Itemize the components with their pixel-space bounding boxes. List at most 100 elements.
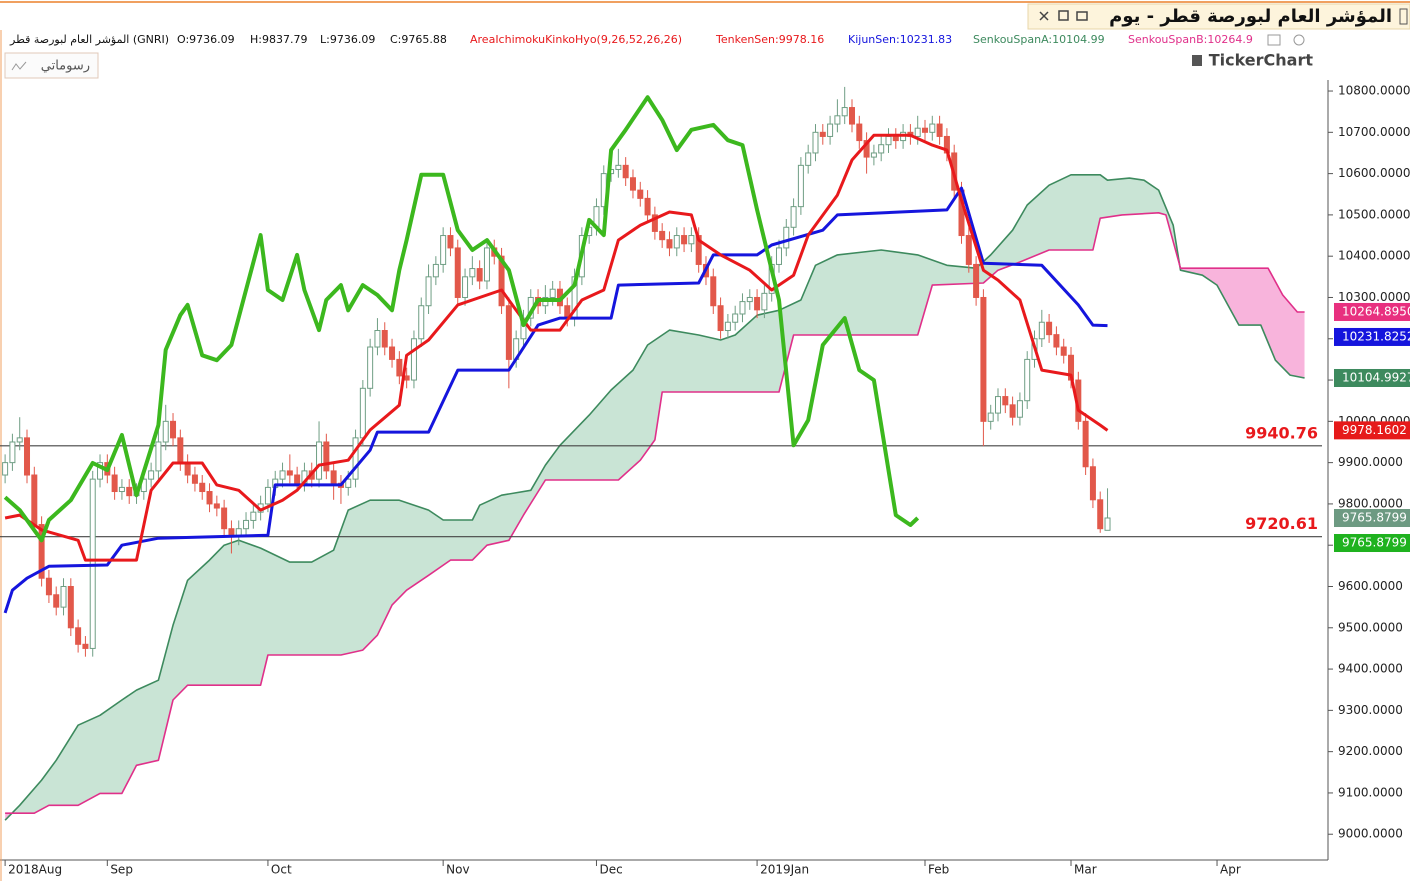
candle-body <box>870 152 877 158</box>
drawings-button[interactable] <box>4 52 99 79</box>
y-tick-label: 10300.0000 <box>1338 290 1410 304</box>
candle-body <box>797 164 804 208</box>
window-controls[interactable] <box>1039 10 1088 21</box>
candle-body <box>1104 517 1111 531</box>
candle-body <box>199 482 206 493</box>
candle-body <box>783 226 790 249</box>
candle-body <box>469 268 476 278</box>
candle-body <box>965 235 972 265</box>
candle-body <box>60 585 67 608</box>
candle-body <box>805 152 812 166</box>
candle-body <box>279 470 286 480</box>
candle-body <box>367 346 374 389</box>
candle-body <box>118 486 125 493</box>
candle-body <box>775 247 782 265</box>
candle-body <box>243 519 250 530</box>
candle-body <box>673 235 680 249</box>
panel-icon[interactable] <box>1267 34 1281 46</box>
x-tick-label: Oct <box>271 863 292 877</box>
candle-body <box>381 330 388 348</box>
candle-body <box>812 131 819 154</box>
candle-body <box>97 462 104 480</box>
restore-button[interactable] <box>1058 10 1069 21</box>
x-tick-label: Mar <box>1074 863 1097 877</box>
candle-body <box>1089 466 1096 501</box>
candle-body <box>9 441 16 464</box>
y-tick-label: 10600.0000 <box>1338 166 1410 180</box>
candle-body <box>396 358 403 377</box>
candle-body <box>359 387 366 439</box>
candle-body <box>483 247 490 282</box>
x-tick-label: Apr <box>1220 863 1241 877</box>
indicator-name: AreaIchimokuKinkoHyo(9,26,52,26,26) <box>470 33 682 46</box>
candle-body <box>1046 321 1053 336</box>
candle-body <box>374 330 381 348</box>
candle-body <box>892 135 899 142</box>
y-tick-label: 9400.0000 <box>1338 662 1403 676</box>
price-tag <box>1334 534 1410 553</box>
candle-body <box>45 577 52 596</box>
candle-body <box>1002 396 1009 406</box>
legend-entry: TenkenSen:9978.16 <box>715 33 824 46</box>
candle-body <box>622 164 629 179</box>
candle-body <box>316 441 323 480</box>
candle-body <box>155 441 162 472</box>
candle-body <box>651 214 658 232</box>
price-tag-label: 10231.8252 <box>1342 329 1410 343</box>
drawings-button-label[interactable]: رسوماتي <box>41 59 90 74</box>
candle-body <box>717 305 724 332</box>
candle-body <box>848 107 855 125</box>
ohlc-value: H:9837.79 <box>250 33 307 46</box>
candle-body <box>16 437 23 443</box>
candle-body <box>425 276 432 307</box>
candle-body <box>345 478 352 488</box>
y-tick-label: 9800.0000 <box>1338 496 1403 510</box>
price-tag <box>1334 509 1410 528</box>
x-tick-label: Dec <box>599 863 622 877</box>
settings-icon[interactable] <box>1293 34 1305 46</box>
ohlc-value: L:9736.09 <box>320 33 375 46</box>
candle-body <box>878 144 885 154</box>
candle-body <box>980 296 987 422</box>
candle-body <box>53 594 60 608</box>
candle-body <box>1060 346 1067 356</box>
price-tag-label: 9978.1602 <box>1342 423 1407 437</box>
candle-body <box>75 627 82 645</box>
x-tick-label: 2018Aug <box>8 863 62 877</box>
close-button[interactable] <box>1039 11 1049 21</box>
candle-body <box>936 123 943 137</box>
y-tick-label: 9600.0000 <box>1338 579 1403 593</box>
drawings-icon <box>11 61 27 71</box>
candle-body <box>24 437 31 476</box>
chart-title: المؤشر العام لبورصة قطر - يوم <box>1109 6 1392 27</box>
candle-body <box>111 474 118 493</box>
candle-body <box>922 127 929 133</box>
candle-body <box>476 268 483 282</box>
candle-body <box>615 164 622 170</box>
candle-body <box>67 585 74 629</box>
candle-body <box>732 313 739 323</box>
candle-body <box>31 474 38 526</box>
price-tag <box>1334 368 1410 387</box>
candle-body <box>885 135 892 146</box>
candle-body <box>410 338 417 381</box>
candle-body <box>761 292 768 311</box>
y-tick-label: 9000.0000 <box>1338 827 1403 841</box>
candle-body <box>688 235 695 245</box>
symbol: المؤشر العام لبورصة قطر (GNRI) <box>9 33 169 46</box>
window-icon <box>1399 8 1408 25</box>
candle-body <box>418 305 425 340</box>
ohlc-value: C:9765.88 <box>390 33 447 46</box>
detach-button[interactable] <box>1076 11 1088 21</box>
candle-body <box>294 474 301 484</box>
candle-body <box>432 263 439 278</box>
price-tag-label: 10264.8950 <box>1342 304 1410 318</box>
candle-body <box>710 276 717 307</box>
candle-body <box>659 230 666 241</box>
candle-body <box>1009 404 1016 418</box>
candle-body <box>1097 499 1104 530</box>
indicator-line <box>4 133 1109 562</box>
x-tick-label: Sep <box>110 863 133 877</box>
candle-body <box>250 511 257 521</box>
